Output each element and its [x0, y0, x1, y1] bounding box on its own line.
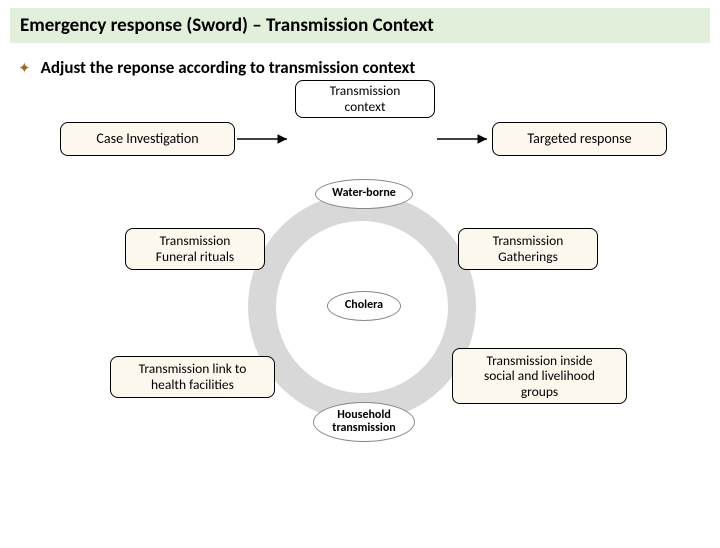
outer-ul-label: Transmission Funeral rituals [156, 233, 234, 264]
outer-ll-label: Transmission link to health facilities [139, 361, 247, 392]
box-case-investigation: Case Investigation [60, 122, 235, 156]
box-gatherings: Transmission Gatherings [458, 228, 598, 270]
bullet-row: ✦ Adjust the reponse according to transm… [18, 57, 702, 78]
left-box-label: Case Investigation [96, 131, 198, 147]
box-transmission-context: Transmission context [295, 80, 435, 118]
box-social-groups: Transmission inside social and livelihoo… [452, 348, 627, 404]
arrow-right-icon [435, 126, 495, 152]
ellipse-top-label: Water-borne [332, 187, 396, 200]
outer-lr-label: Transmission inside social and livelihoo… [484, 353, 595, 400]
slide-title-bar: Emergency response (Sword) – Transmissio… [10, 8, 710, 43]
ellipse-center-label: Cholera [345, 299, 383, 312]
top-box-line2: context [345, 99, 386, 115]
ellipse-water-borne: Water-borne [315, 179, 413, 209]
outer-ur-label: Transmission Gatherings [493, 233, 564, 264]
ellipse-household: Household transmission [313, 402, 415, 442]
bullet-marker-icon: ✦ [18, 59, 31, 78]
slide-title: Emergency response (Sword) – Transmissio… [20, 14, 434, 37]
box-funeral-rituals: Transmission Funeral rituals [125, 228, 265, 270]
diagram-area: Transmission context Case Investigation … [0, 78, 720, 538]
box-targeted-response: Targeted response [492, 122, 667, 156]
ellipse-bottom-label: Household transmission [332, 409, 395, 435]
ellipse-cholera: Cholera [327, 291, 401, 321]
right-box-label: Targeted response [527, 131, 631, 147]
bullet-text: Adjust the reponse according to transmis… [41, 57, 416, 78]
box-health-facilities: Transmission link to health facilities [110, 356, 275, 398]
arrow-left-icon [235, 126, 295, 152]
top-box-line1: Transmission [330, 83, 401, 99]
